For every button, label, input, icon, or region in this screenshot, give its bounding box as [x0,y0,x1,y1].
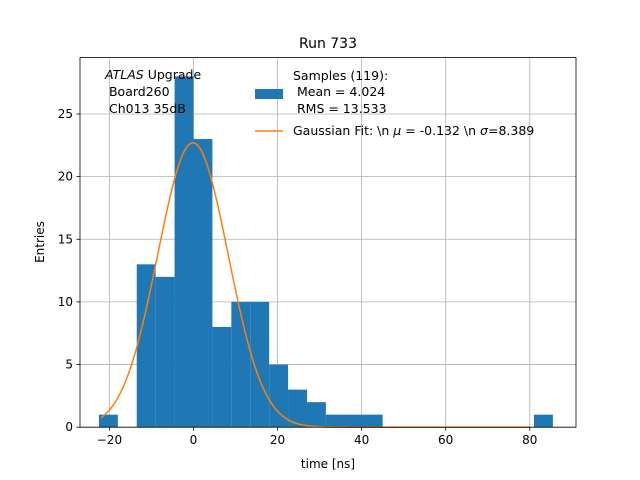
x-tick-label: 0 [190,433,198,447]
x-tick-label: 60 [438,433,453,447]
x-tick-label: −20 [97,433,122,447]
atlas-label: ATLAS [104,67,144,82]
legend-fit-prefix: Gaussian Fit: \n [293,123,393,138]
y-tick-label: 20 [58,170,73,184]
y-tick-label: 25 [58,107,73,121]
legend-fit-mu: μ [392,123,401,138]
chart-title: Run 733 [299,36,357,52]
legend-samples-line-2: Mean = 4.024 [293,84,385,99]
legend-fit-label: Gaussian Fit: \n μ = -0.132 \n σ=8.389 [293,123,534,138]
x-axis-ticks: −20 0 20 40 60 80 [97,427,537,447]
legend-fit-sigma: σ [480,123,489,138]
y-tick-label: 5 [65,358,73,372]
atlas-upgrade-label: Upgrade [144,67,202,82]
histogram-bar [136,264,156,428]
legend: Samples (119): Mean = 4.024 RMS = 13.533… [255,68,534,138]
histogram-bar [193,139,213,428]
histogram-bar [306,402,326,428]
legend-fit-mid: = -0.132 \n [401,123,480,138]
histogram-bar [533,414,553,428]
histogram-bar [155,276,175,428]
x-tick-label: 80 [522,433,537,447]
legend-fit-suffix: =8.389 [488,123,534,138]
annotation-line-3: Ch013 35dB [105,101,186,116]
x-tick-label: 20 [270,433,285,447]
legend-samples-line-1: Samples (119): [293,68,388,83]
legend-samples-swatch [255,89,283,99]
y-tick-label: 15 [58,232,73,246]
x-tick-label: 40 [354,433,369,447]
histogram-bar [174,76,194,428]
plot-frame [79,57,577,428]
y-tick-label: 10 [58,295,73,309]
histogram-bar [231,301,251,428]
y-tick-label: 0 [65,420,73,434]
annotation-line-2: Board260 [105,84,170,99]
x-axis-label: time [ns] [301,457,355,471]
annotation-line-1: ATLAS Upgrade [104,67,201,82]
histogram-bar [288,389,307,428]
legend-samples-line-3: RMS = 13.533 [293,101,387,116]
y-axis-ticks: 0 5 10 15 20 25 [58,107,80,434]
histogram-bar [269,364,289,428]
histogram-bar [250,301,270,428]
histogram-bar [212,326,232,428]
y-axis-label: Entries [33,221,47,263]
histogram-bar [98,414,118,428]
atlas-annotation: ATLAS Upgrade Board260 Ch013 35dB [104,67,201,116]
histogram-bar [325,414,383,428]
